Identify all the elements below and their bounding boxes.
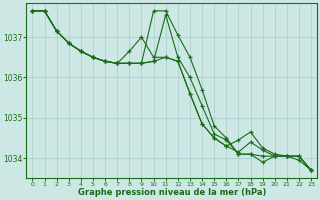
X-axis label: Graphe pression niveau de la mer (hPa): Graphe pression niveau de la mer (hPa) (77, 188, 266, 197)
